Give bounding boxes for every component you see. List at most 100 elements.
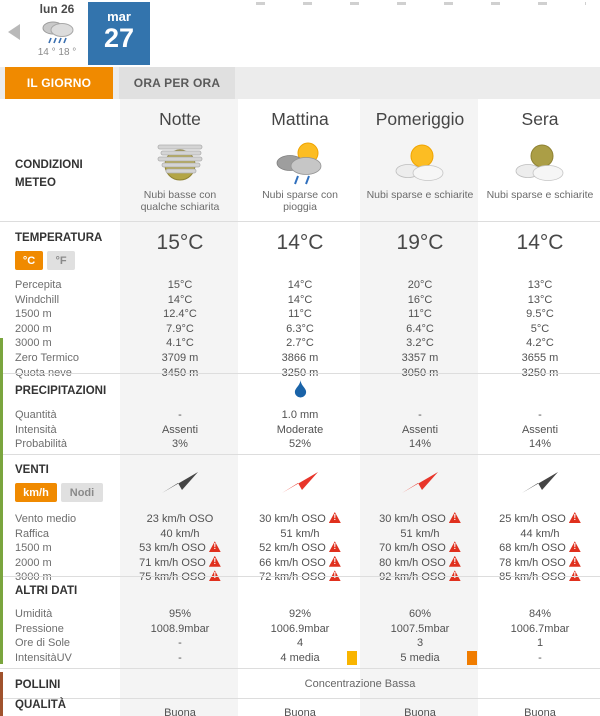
section-label: TEMPERATURA (15, 232, 103, 244)
column-stripe-pomeriggio (360, 99, 478, 716)
warning-icon (328, 512, 341, 523)
column-header-notte: Notte (159, 108, 201, 129)
column-header-sera: Sera (521, 108, 559, 129)
table-row: Pressione 1008.9mbar 1006.9mbar 1007.5mb… (15, 622, 570, 635)
clipped-next-days (256, 2, 586, 5)
table-row: Raffica 40 km/h 51 km/h 51 km/h 44 km/h (15, 527, 560, 540)
table-row: Quota neve 3450 m 3250 m 3050 m 3250 m (15, 366, 559, 379)
condition-cell: Nubi sparse e schiarite (360, 139, 480, 221)
wind-direction-arrow-icon (480, 460, 600, 504)
previous-day-temps: 14 ° 18 ° (37, 47, 77, 58)
wind-direction-arrow-icon (120, 460, 240, 504)
section-qualita-aria: QUALITÀ DELL'ARIA Buona Buona Buona Buon… (0, 698, 600, 716)
section-condizioni-meteo: CONDIZIONI METEO (0, 139, 600, 221)
condition-description: Nubi sparse e schiarite (366, 189, 474, 201)
section-altri-dati: ALTRI DATI Umidità 95% 92% 60% 84% Press… (0, 576, 600, 668)
section-label: CONDIZIONI METEO (15, 159, 83, 189)
condition-cell: Nubi sparse con pioggia (240, 139, 360, 221)
air-quality-value: Buona (524, 706, 556, 716)
table-row: Quantità - 1.0 mm - - (15, 409, 542, 421)
air-quality-value: Buona (164, 706, 196, 716)
day-navigation-bar: lun 26 14 ° 18 ° mar 27 (0, 0, 600, 67)
warning-icon (568, 541, 581, 553)
column-stripe-notte (120, 99, 238, 716)
warning-icon (448, 541, 461, 553)
table-row: Windchill 14°C 14°C 16°C 13°C (15, 293, 553, 306)
previous-day-label: lun 26 (39, 2, 75, 16)
tab-il-giorno[interactable]: IL GIORNO (5, 67, 113, 99)
wind-direction-arrow-icon (360, 460, 480, 504)
pollini-value: Concentrazione Bassa (304, 677, 416, 690)
condition-cell: Nubi basse con qualche schiarita (120, 139, 240, 221)
moon-low-clouds-icon (120, 139, 240, 189)
table-row: 3000 m 4.1°C 2.7°C 3.2°C 4.2°C (15, 337, 554, 350)
warning-icon (448, 512, 461, 523)
table-row: Percepita 15°C 14°C 20°C 13°C (15, 279, 553, 291)
view-tabs: IL GIORNO ORA PER ORA (0, 67, 600, 99)
wind-direction-arrow-icon (240, 460, 360, 504)
sun-clouds-icon (360, 139, 480, 189)
wind-unit-toggle: km/h Nodi (15, 483, 120, 502)
table-row: Vento medio 23 km/h OSO 30 km/h OSO 30 k… (0, 512, 600, 527)
air-quality-value: Buona (284, 706, 316, 716)
kmh-toggle-button[interactable]: km/h (15, 483, 57, 502)
condition-cell: Nubi sparse e schiarite (480, 139, 600, 221)
uv-index-badge (347, 650, 357, 665)
section-label: POLLINI (15, 678, 61, 691)
rain-cloud-icon (39, 18, 75, 46)
air-quality-value: Buona (404, 706, 436, 716)
water-drop-icon (240, 379, 360, 403)
warning-icon (208, 541, 221, 553)
temperature-unit-toggle: °C °F (15, 251, 120, 270)
fahrenheit-toggle-button[interactable]: °F (47, 251, 75, 270)
section-label: QUALITÀ DELL'ARIA (15, 698, 67, 711)
warning-icon (568, 555, 581, 567)
table-row: IntensitàUV - 4 media 5 media - (15, 650, 542, 665)
previous-day-arrow-icon[interactable] (8, 24, 20, 40)
table-row: 2000 m 71 km/h OSO 66 km/h OSO 80 km/h O… (0, 555, 600, 571)
warning-icon (208, 555, 221, 567)
selected-day-number: 27 (103, 23, 135, 53)
section-label: VENTI (15, 464, 49, 476)
column-header-mattina: Mattina (271, 108, 329, 129)
condition-description: Nubi sparse con pioggia (262, 189, 338, 213)
table-row: Ore di Sole - 4 3 1 (15, 637, 544, 650)
table-row: Intensità Assenti Moderate Assenti Assen… (15, 423, 559, 436)
section-temperatura: TEMPERATURA °C °F 15°C 14°C 19°C 14°C Pe… (0, 221, 600, 379)
table-row: 1500 m 12.4°C 11°C 11°C 9.5°C (15, 308, 554, 321)
section-precipitazioni: PRECIPITAZIONI Quantità - 1.0 mm - (0, 373, 600, 454)
selected-day-card[interactable]: mar 27 (88, 2, 150, 65)
warning-icon (568, 512, 581, 523)
main-temperature: 14°C (276, 231, 324, 254)
warning-icon (448, 555, 461, 567)
section-venti: VENTI km/h Nodi (0, 454, 600, 583)
tab-ora-per-ora[interactable]: ORA PER ORA (119, 67, 235, 99)
left-edge-green-strip (0, 338, 3, 664)
celsius-toggle-button[interactable]: °C (15, 251, 43, 270)
selected-day-weekday: mar (107, 9, 131, 24)
table-row: Zero Termico 3709 m 3866 m 3357 m 3655 m (15, 351, 559, 364)
forecast-table: Notte Mattina Pomeriggio Sera CONDIZIONI… (0, 99, 600, 716)
table-row: 2000 m 7.9°C 6.3°C 6.4°C 5°C (15, 322, 550, 335)
warning-icon (328, 541, 341, 553)
main-temperature: 15°C (156, 231, 204, 254)
table-row: Probabilità 3% 52% 14% 14% (15, 438, 552, 451)
section-label: ALTRI DATI (15, 585, 78, 597)
sun-cloud-rain-icon (240, 139, 360, 189)
main-temperature: 14°C (516, 231, 564, 254)
table-row: 1500 m 53 km/h OSO 52 km/h OSO 70 km/h O… (0, 541, 600, 556)
table-row: Umidità 95% 92% 60% 84% (15, 608, 552, 620)
previous-day-card[interactable]: lun 26 14 ° 18 ° (28, 2, 86, 58)
column-headers: Notte Mattina Pomeriggio Sera (0, 99, 600, 139)
section-pollini: POLLINI Concentrazione Bassa (0, 668, 600, 698)
main-temperature: 19°C (396, 231, 444, 254)
warning-icon (328, 555, 341, 567)
column-header-pomeriggio: Pomeriggio (375, 108, 465, 129)
knots-toggle-button[interactable]: Nodi (61, 483, 103, 502)
moon-clouds-icon (480, 139, 600, 189)
uv-index-badge (467, 650, 477, 665)
condition-description: Nubi sparse e schiarite (486, 189, 594, 201)
left-edge-brown-strip (0, 672, 3, 716)
condition-description: Nubi basse con qualche schiarita (140, 189, 220, 213)
